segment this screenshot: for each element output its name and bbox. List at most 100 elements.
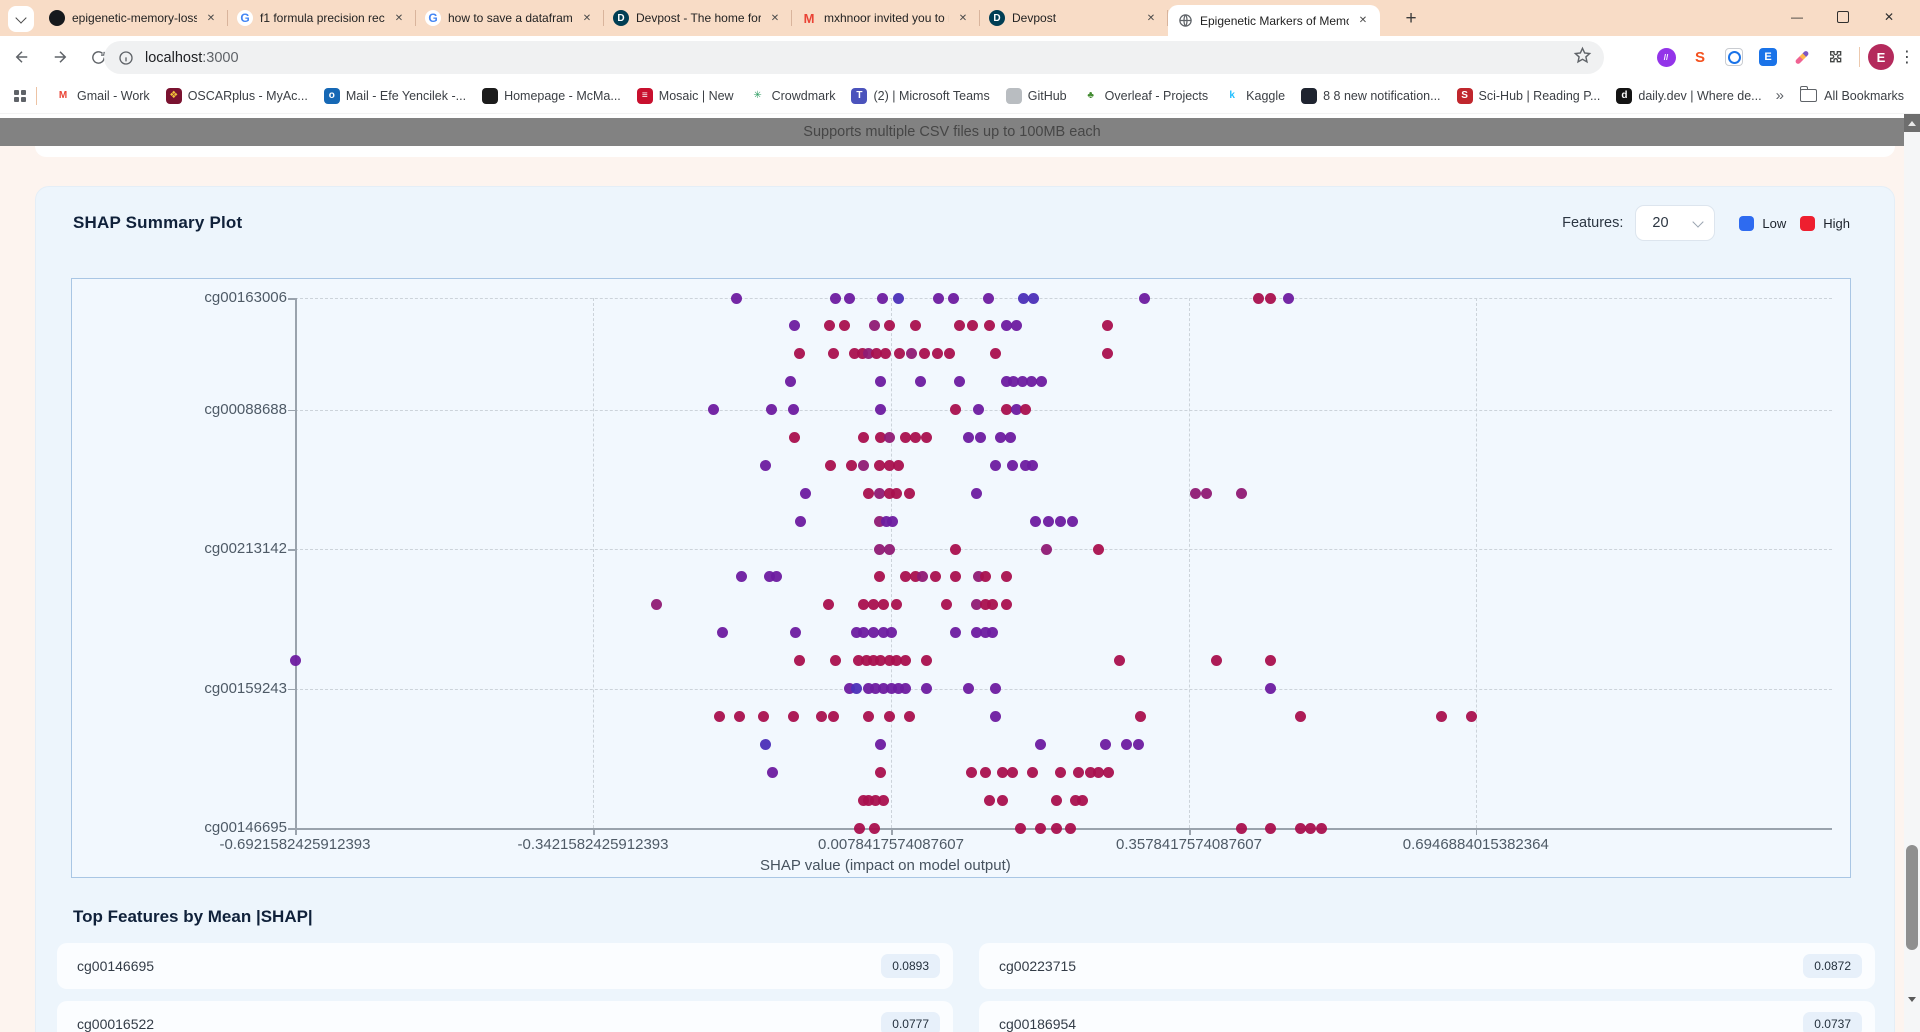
globe-icon [1177, 13, 1193, 29]
minimize-button[interactable]: — [1791, 10, 1803, 24]
bookmark-star-icon[interactable] [1573, 46, 1592, 65]
tab[interactable]: D Devpost ✕ [980, 0, 1168, 36]
x-tick-label: 0.0078417574087607 [818, 836, 964, 853]
extension-capture-icon[interactable] [1719, 42, 1749, 72]
tab[interactable]: D Devpost - The home for hackat ✕ [604, 0, 792, 36]
tab-close-button[interactable]: ✕ [1358, 15, 1368, 26]
page-content: Supports multiple CSV files up to 100MB … [0, 114, 1920, 1032]
shap-data-point [1026, 766, 1038, 778]
shap-data-point [920, 431, 932, 443]
close-window-button[interactable]: ✕ [1883, 10, 1895, 24]
mosaic-icon: ≡ [636, 87, 653, 104]
extension-purple-icon[interactable]: // [1651, 42, 1681, 72]
tab-search-button[interactable] [8, 6, 34, 32]
bookmark-item[interactable]: k Kaggle [1216, 83, 1293, 109]
shap-data-point [1010, 404, 1022, 416]
extension-scholar-icon[interactable]: S [1694, 48, 1705, 66]
shap-data-point [875, 404, 887, 416]
back-button[interactable] [6, 41, 38, 73]
y-tick-label: cg00213142 [204, 540, 287, 558]
site-info-icon[interactable] [118, 50, 134, 66]
tab-title: epigenetic-memory-loss-meth [72, 11, 197, 25]
gmail-icon: M [803, 10, 815, 26]
browser-menu-icon[interactable]: ⋮ [1899, 49, 1915, 66]
bookmark-item[interactable]: M Gmail - Work [47, 83, 158, 109]
apps-grid-icon[interactable] [14, 89, 26, 102]
tab-active[interactable]: Epigenetic Markers of Memory ✕ [1168, 5, 1380, 36]
tab-close-button[interactable]: ✕ [394, 12, 404, 24]
shap-data-point [850, 683, 862, 695]
feature-row: cg00223715 0.0872 [979, 943, 1875, 989]
window-controls: — ✕ [1774, 0, 1912, 34]
maximize-icon [1837, 11, 1849, 23]
bookmarks-overflow-chevron[interactable]: » [1775, 87, 1784, 104]
bookmark-item[interactable]: Homepage - McMa... [474, 83, 629, 109]
feature-name: cg00016522 [77, 1016, 155, 1032]
x-axis-line [295, 828, 1832, 830]
tab-close-button[interactable]: ✕ [582, 12, 592, 24]
shap-data-point [857, 431, 869, 443]
shap-data-point [883, 655, 895, 667]
features-select[interactable]: 20 [1635, 205, 1716, 241]
profile-avatar[interactable]: E [1868, 44, 1894, 70]
shap-data-point [900, 431, 912, 443]
shap-data-point [1070, 794, 1082, 806]
bookmark-item[interactable]: S Sci-Hub | Reading P... [1449, 83, 1609, 109]
shap-data-point [827, 710, 839, 722]
new-tab-button[interactable]: + [1405, 8, 1417, 29]
shap-data-point [893, 459, 905, 471]
shap-data-point [735, 571, 747, 583]
bookmark-item[interactable]: ♣ Overleaf - Projects [1075, 83, 1217, 109]
extension-e-icon[interactable]: E [1753, 42, 1783, 72]
shap-data-point [879, 348, 891, 360]
extensions-puzzle-icon[interactable] [1821, 42, 1851, 72]
bookmark-item[interactable]: 8 8 new notification... [1293, 83, 1448, 109]
shap-data-point [1466, 710, 1478, 722]
bookmark-label: Sci-Hub | Reading P... [1478, 88, 1601, 103]
shap-data-point [980, 766, 992, 778]
shap-data-point [863, 487, 875, 499]
shap-data-point [734, 710, 746, 722]
bookmark-label: OSCARplus - MyAc... [187, 88, 308, 103]
forward-button[interactable] [44, 41, 76, 73]
bookmark-item[interactable]: ≡ Mosaic | New [629, 83, 742, 109]
tab-title: mxhnoor invited you to mxhno [824, 11, 949, 25]
tab-close-button[interactable]: ✕ [206, 12, 216, 24]
reload-button[interactable] [82, 41, 114, 73]
shap-data-point [789, 320, 801, 332]
scrollbar-thumb[interactable] [1906, 845, 1918, 950]
bookmark-item[interactable]: T (2) | Microsoft Teams [843, 83, 997, 109]
color-picker-icon[interactable] [1787, 42, 1817, 72]
shap-data-point [980, 599, 992, 611]
tab-close-button[interactable]: ✕ [770, 12, 780, 24]
feature-row: cg00016522 0.0777 [57, 1001, 953, 1032]
shap-data-point [1093, 766, 1105, 778]
shap-summary-card: SHAP Summary Plot Features: 20 Low High … [35, 186, 1895, 1032]
shap-data-point [1265, 822, 1277, 834]
tab[interactable]: epigenetic-memory-loss-meth ✕ [40, 0, 228, 36]
bookmark-item[interactable]: ✳ Crowdmark [742, 83, 844, 109]
tab-close-button[interactable]: ✕ [958, 12, 968, 24]
shap-data-point [900, 683, 912, 695]
shap-data-point [870, 683, 882, 695]
bookmark-item[interactable]: o Mail - Efe Yencilek -... [316, 83, 474, 109]
maximize-button[interactable] [1820, 0, 1866, 34]
shap-data-point [757, 710, 769, 722]
tab[interactable]: Gf1 formula precision recall - Go ✕ [228, 0, 416, 36]
tab-close-button[interactable]: ✕ [1146, 12, 1156, 24]
bookmark-item[interactable]: GitHub [998, 83, 1075, 109]
shap-data-point [873, 543, 885, 555]
all-bookmarks-button[interactable]: All Bookmarks [1799, 86, 1904, 103]
address-bar[interactable]: localhost:3000 [104, 41, 1604, 74]
vertical-scrollbar[interactable] [1904, 114, 1920, 1032]
shap-data-point [713, 710, 725, 722]
scroll-down-button[interactable] [1904, 990, 1920, 1008]
shap-data-point [760, 459, 772, 471]
scroll-up-button[interactable] [1904, 114, 1920, 132]
bookmark-item[interactable]: ❖ OSCARplus - MyAc... [158, 83, 316, 109]
legend-high-label: High [1823, 215, 1850, 231]
shap-data-point [900, 655, 912, 667]
bookmark-item[interactable]: d daily.dev | Where de... [1608, 83, 1769, 109]
